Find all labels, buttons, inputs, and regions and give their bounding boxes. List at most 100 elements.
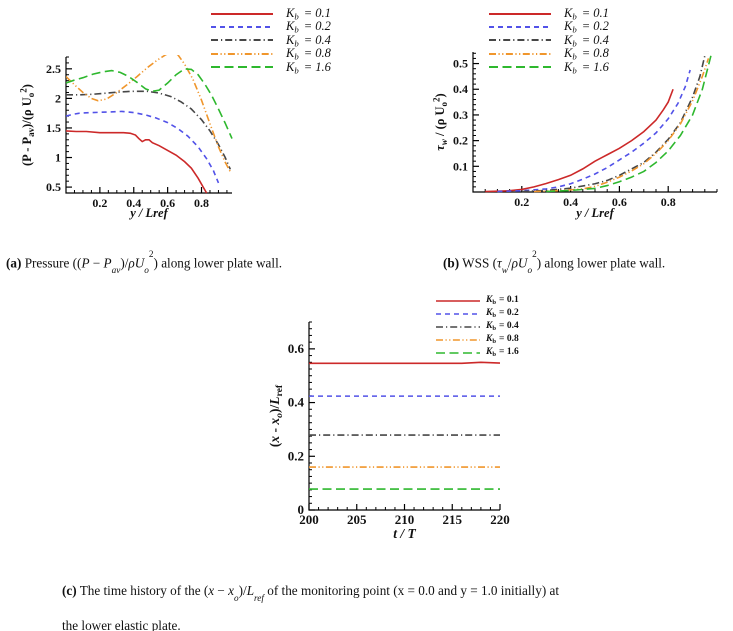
series-b-kb-0.2 bbox=[497, 69, 691, 193]
legend-item-kb-0.8: Kb = 0.8 bbox=[489, 46, 609, 62]
legend-line-sample bbox=[489, 66, 551, 69]
svg-text:0.6: 0.6 bbox=[160, 196, 175, 210]
caption-c: (c) The time history of the (x − xo)/Lre… bbox=[62, 577, 722, 631]
svg-text:0.3: 0.3 bbox=[453, 108, 468, 122]
legend-item-kb-0.2: Kb = 0.2 bbox=[489, 19, 609, 35]
legend-line-sample bbox=[489, 12, 551, 15]
svg-text:0.2: 0.2 bbox=[514, 195, 529, 209]
legend-item-kb-1.6: Kb = 1.6 bbox=[489, 59, 609, 76]
series-a-kb-0.1 bbox=[66, 130, 208, 194]
chart-a-ylabel: (P - Pav)/(ρ Uo2) bbox=[19, 84, 37, 166]
legend-label: Kb = 0.1 bbox=[286, 5, 331, 22]
svg-text:2: 2 bbox=[55, 91, 61, 105]
svg-text:0.2: 0.2 bbox=[453, 134, 468, 148]
svg-text:1.5: 1.5 bbox=[46, 121, 61, 135]
caption-line: the lower elastic plate. bbox=[62, 617, 181, 631]
legend-label: Kb = 0.2 bbox=[286, 19, 331, 35]
legend-label: Kb = 0.2 bbox=[486, 308, 519, 319]
legend-label: Kb = 1.6 bbox=[564, 59, 609, 76]
chart-a-canvas: 0.2 0.4 0.6 0.8 0.5 1 1.5 2 2.5 y / Lref (P - Pav)… bbox=[19, 55, 233, 220]
legend-line-sample bbox=[489, 52, 551, 55]
legend-item-kb-0.1: Kb = 0.1 bbox=[211, 5, 331, 22]
svg-text:0.4: 0.4 bbox=[288, 395, 305, 410]
series-a-kb-1.6 bbox=[66, 68, 233, 139]
legend-item-kb-0.4: Kb = 0.4 bbox=[489, 32, 609, 49]
svg-text:205: 205 bbox=[347, 512, 367, 527]
chart-b-ylabel: τw / (ρ Uo2) bbox=[432, 93, 450, 150]
legend-item-kb-0.1: Kb = 0.1 bbox=[489, 5, 609, 22]
svg-text:2.5: 2.5 bbox=[46, 62, 61, 76]
legend-item-kb-0.8: Kb = 0.8 bbox=[436, 333, 519, 346]
legend-label: Kb = 0.1 bbox=[486, 295, 519, 306]
chart-c-legend: Kb = 0.1 Kb = 0.2 Kb = 0.4 Kb = 0.8 Kb = 1.6 bbox=[436, 294, 519, 359]
series-a-kb-0.4 bbox=[66, 90, 232, 170]
series-c-kb-0.1 bbox=[309, 361, 501, 365]
series-b-kb-1.6 bbox=[546, 55, 712, 193]
series-a-kb-0.8 bbox=[66, 55, 232, 173]
chart-a-xlabel: y / Lref bbox=[128, 206, 169, 220]
svg-text:0.6: 0.6 bbox=[288, 341, 305, 356]
legend-item-kb-0.1: Kb = 0.1 bbox=[436, 294, 519, 307]
legend-label: Kb = 0.2 bbox=[564, 19, 609, 35]
legend-label: Kb = 1.6 bbox=[486, 347, 519, 358]
svg-text:0.2: 0.2 bbox=[288, 448, 304, 463]
legend-label: Kb = 0.1 bbox=[564, 5, 609, 22]
legend-line-sample bbox=[436, 299, 480, 302]
svg-text:220: 220 bbox=[490, 512, 510, 527]
legend-line-sample bbox=[436, 351, 480, 354]
svg-text:0.4: 0.4 bbox=[563, 195, 578, 209]
caption-line: (a) Pressure ((P − Pav)/ρUo2) along lowe… bbox=[6, 249, 283, 276]
svg-text:215: 215 bbox=[443, 512, 463, 527]
caption-a: (a) Pressure ((P − Pav)/ρUo2) along lowe… bbox=[6, 241, 406, 284]
svg-text:0.1: 0.1 bbox=[453, 159, 468, 173]
legend-line-sample bbox=[211, 12, 273, 15]
caption-b: (b) WSS (τw/ρUo2) along lower plate wall… bbox=[443, 241, 733, 284]
legend-line-sample bbox=[211, 66, 273, 69]
series-b-kb-0.8 bbox=[533, 58, 710, 193]
svg-text:0.5: 0.5 bbox=[453, 57, 468, 71]
caption-line: (b) WSS (τw/ρUo2) along lower plate wall… bbox=[443, 249, 666, 276]
svg-text:1: 1 bbox=[55, 151, 61, 165]
svg-text:0.4: 0.4 bbox=[126, 196, 141, 210]
legend-item-kb-0.4: Kb = 0.4 bbox=[436, 320, 519, 333]
svg-text:210: 210 bbox=[395, 512, 415, 527]
chart-b-legend: Kb = 0.1 Kb = 0.2 Kb = 0.4 Kb = 0.8 Kb = 1.6 bbox=[489, 5, 609, 76]
svg-text:0.8: 0.8 bbox=[661, 195, 676, 209]
legend-label: Kb = 0.4 bbox=[564, 32, 609, 49]
chart-c-ylabel: (x - xo)/Lref bbox=[267, 384, 285, 447]
caption-line: (c) The time history of the (x − xo)/Lre… bbox=[62, 583, 560, 603]
svg-text:0.2: 0.2 bbox=[92, 196, 107, 210]
chart-a-legend: Kb = 0.1 Kb = 0.2 Kb = 0.4 Kb = 0.8 Kb = 1.6 bbox=[211, 5, 331, 76]
legend-line-sample bbox=[489, 26, 551, 29]
legend-label: Kb = 1.6 bbox=[286, 59, 331, 76]
legend-label: Kb = 0.8 bbox=[564, 46, 609, 62]
legend-label: Kb = 0.8 bbox=[286, 46, 331, 62]
legend-label: Kb = 0.8 bbox=[486, 334, 519, 345]
chart-b-canvas: 0.2 0.4 0.6 0.8 0.1 0.2 0.3 0.4 0.5 y / Lref τw / … bbox=[432, 52, 718, 220]
legend-line-sample bbox=[436, 312, 480, 315]
svg-text:0: 0 bbox=[298, 502, 305, 517]
legend-line-sample bbox=[436, 338, 480, 341]
legend-item-kb-0.4: Kb = 0.4 bbox=[211, 32, 331, 49]
series-a-kb-0.2 bbox=[66, 110, 220, 184]
legend-label: Kb = 0.4 bbox=[286, 32, 331, 49]
legend-label: Kb = 0.4 bbox=[486, 321, 519, 332]
legend-item-kb-1.6: Kb = 1.6 bbox=[436, 346, 519, 359]
legend-item-kb-1.6: Kb = 1.6 bbox=[211, 59, 331, 76]
svg-text:0.5: 0.5 bbox=[46, 180, 61, 194]
series-b-kb-0.1 bbox=[485, 88, 674, 193]
chart-b-xlabel: y / Lref bbox=[574, 206, 615, 220]
svg-text:0.6: 0.6 bbox=[612, 195, 627, 209]
legend-line-sample bbox=[489, 39, 551, 42]
svg-text:200: 200 bbox=[299, 512, 319, 527]
legend-item-kb-0.2: Kb = 0.2 bbox=[211, 19, 331, 35]
legend-item-kb-0.8: Kb = 0.8 bbox=[211, 46, 331, 62]
legend-line-sample bbox=[436, 325, 480, 328]
chart-c-canvas: 200 205 210 215 220 0 0.2 0.4 0.6 t / T (x - xo)/L… bbox=[267, 321, 510, 541]
legend-item-kb-0.2: Kb = 0.2 bbox=[436, 307, 519, 320]
legend-line-sample bbox=[211, 26, 273, 29]
svg-text:0.8: 0.8 bbox=[194, 196, 209, 210]
series-b-kb-0.4 bbox=[521, 55, 706, 193]
legend-line-sample bbox=[211, 52, 273, 55]
